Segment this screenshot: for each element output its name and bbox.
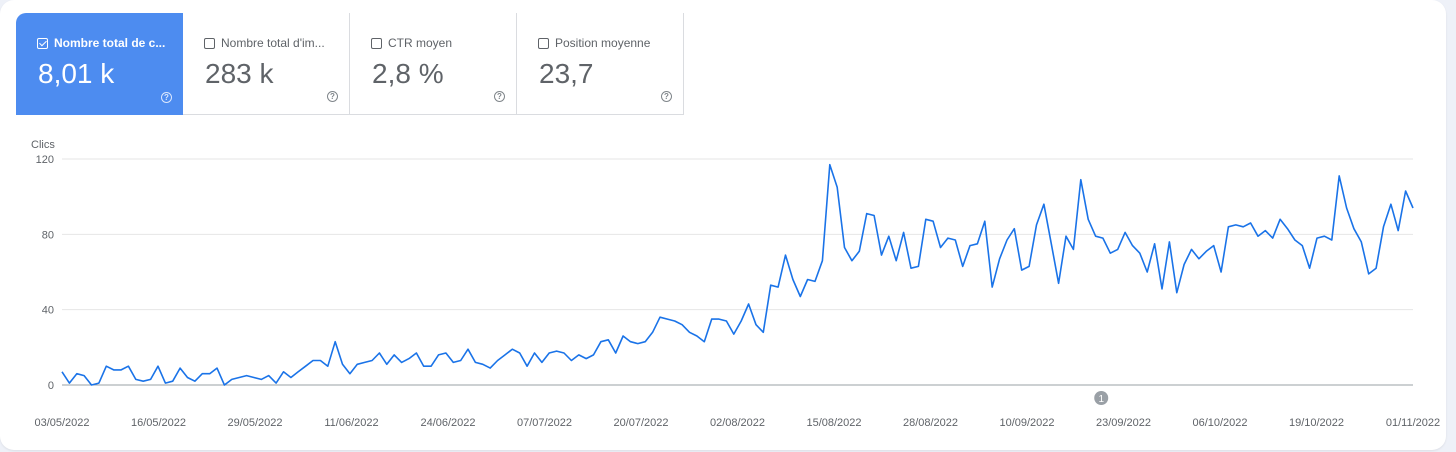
x-tick-label: 15/08/2022 [806,417,861,429]
checkbox-icon[interactable] [37,37,48,49]
checkbox-icon[interactable] [204,37,215,49]
x-tick-label: 01/11/2022 [1386,417,1440,429]
y-tick-label: 120 [36,154,54,166]
metric-value: 2,8 % [372,58,444,89]
y-tick-label: 40 [42,305,54,317]
annotation-label: 1 [1098,394,1104,405]
metric-card-total-impressions[interactable]: Nombre total d'im... 283 k ? [183,13,350,115]
x-tick-label: 06/10/2022 [1192,417,1247,429]
x-tick-label: 03/05/2022 [34,417,89,429]
help-circle-icon[interactable]: ? [161,92,172,103]
annotation-dot[interactable] [1094,391,1109,405]
metric-label: Position moyenne [555,36,651,50]
x-tick-label: 28/08/2022 [903,417,958,429]
x-tick-label: 16/05/2022 [131,417,186,429]
metric-card-header: Position moyenne [538,36,650,50]
metric-value: 23,7 [539,58,594,89]
x-tick-label: 02/08/2022 [710,417,765,429]
series-line-clicks [61,163,1414,386]
annotation-marker[interactable]: 1 [1094,391,1109,405]
x-tick-label: 24/06/2022 [420,417,475,429]
y-tick-labels: 0 40 80 120 [36,154,54,392]
x-tick-label: 11/06/2022 [324,417,378,429]
x-tick-label: 20/07/2022 [613,417,668,429]
help-circle-icon[interactable]: ? [661,91,672,102]
x-tick-labels: 03/05/2022 16/05/2022 29/05/2022 11/06/2022… [34,417,1440,429]
help-circle-icon[interactable]: ? [494,91,505,102]
y-tick-label: 0 [48,380,54,392]
metric-cards: Nombre total de c... 8,01 k ? Nombre tot… [16,13,684,115]
x-tick-label: 19/10/2022 [1289,417,1344,429]
x-tick-label: 29/05/2022 [227,417,282,429]
checkbox-icon[interactable] [538,37,549,49]
metric-value: 8,01 k [38,58,115,89]
gridlines [62,158,1413,386]
metric-card-header: CTR moyen [371,36,452,50]
metric-card-avg-ctr[interactable]: CTR moyen 2,8 % ? [350,13,517,115]
metric-label: Nombre total d'im... [221,36,325,50]
help-circle-icon[interactable]: ? [327,91,338,102]
y-tick-label: 80 [42,229,54,241]
metric-label: Nombre total de c... [54,36,166,50]
y-axis-label: Clics [31,139,55,151]
metric-label: CTR moyen [388,36,453,50]
checkbox-icon[interactable] [371,37,382,49]
metric-card-header: Nombre total de c... [37,36,165,50]
metric-value: 283 k [205,58,274,89]
x-tick-label: 23/09/2022 [1096,417,1151,429]
metric-card-total-clicks[interactable]: Nombre total de c... 8,01 k ? [16,13,183,115]
x-tick-label: 07/07/2022 [517,417,572,429]
metric-card-header: Nombre total d'im... [204,36,325,50]
metric-card-avg-position[interactable]: Position moyenne 23,7 ? [517,13,684,115]
x-tick-label: 10/09/2022 [999,417,1054,429]
